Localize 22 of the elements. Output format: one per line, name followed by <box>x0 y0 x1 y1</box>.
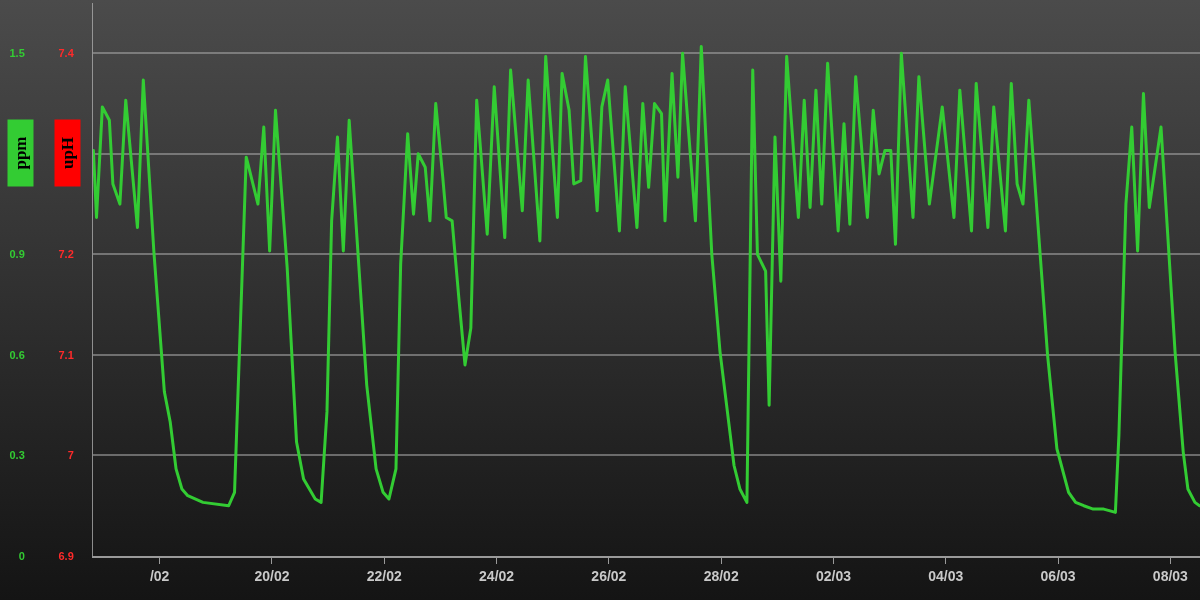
x-tick-label: 28/02 <box>703 567 739 584</box>
y2-tick-label: 6.9 <box>58 549 74 562</box>
y2-tick-label: 7.2 <box>58 248 74 261</box>
x-tick-label: 22/02 <box>366 567 402 584</box>
x-tick-label: 06/03 <box>1040 567 1076 584</box>
x-tick-label: 24/02 <box>479 567 515 584</box>
y-tick-label: 0.6 <box>9 348 25 361</box>
x-tick-label: 04/03 <box>928 567 964 584</box>
x-tick-label: 08/03 <box>1152 567 1189 584</box>
y-tick-label: 0.9 <box>9 248 25 261</box>
x-tick-label: 26/02 <box>591 567 627 584</box>
y2-axis-title: upH <box>58 136 77 170</box>
y-tick-label: 0 <box>18 549 25 562</box>
y2-tick-label: 7.1 <box>58 348 74 361</box>
y2-tick-label: 7.4 <box>58 47 75 60</box>
y2-tick-label: 7 <box>67 449 74 462</box>
x-tick-label: 02/03 <box>815 567 852 584</box>
y-axis-title: ppm <box>11 136 30 170</box>
x-tick-label: /02 <box>149 567 170 584</box>
x-tick-label: 20/02 <box>254 567 290 584</box>
y-tick-label: 0.3 <box>9 449 25 462</box>
y-tick-label: 1.5 <box>9 47 25 60</box>
